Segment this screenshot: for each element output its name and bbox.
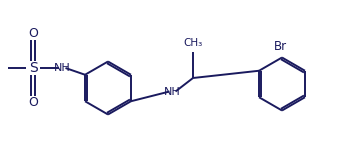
Text: CH₃: CH₃ — [183, 38, 203, 48]
Text: NH: NH — [164, 86, 181, 97]
Text: O: O — [28, 27, 38, 39]
Text: Br: Br — [273, 40, 286, 53]
Text: O: O — [28, 97, 38, 110]
Text: S: S — [29, 61, 37, 75]
Text: NH: NH — [54, 63, 71, 73]
